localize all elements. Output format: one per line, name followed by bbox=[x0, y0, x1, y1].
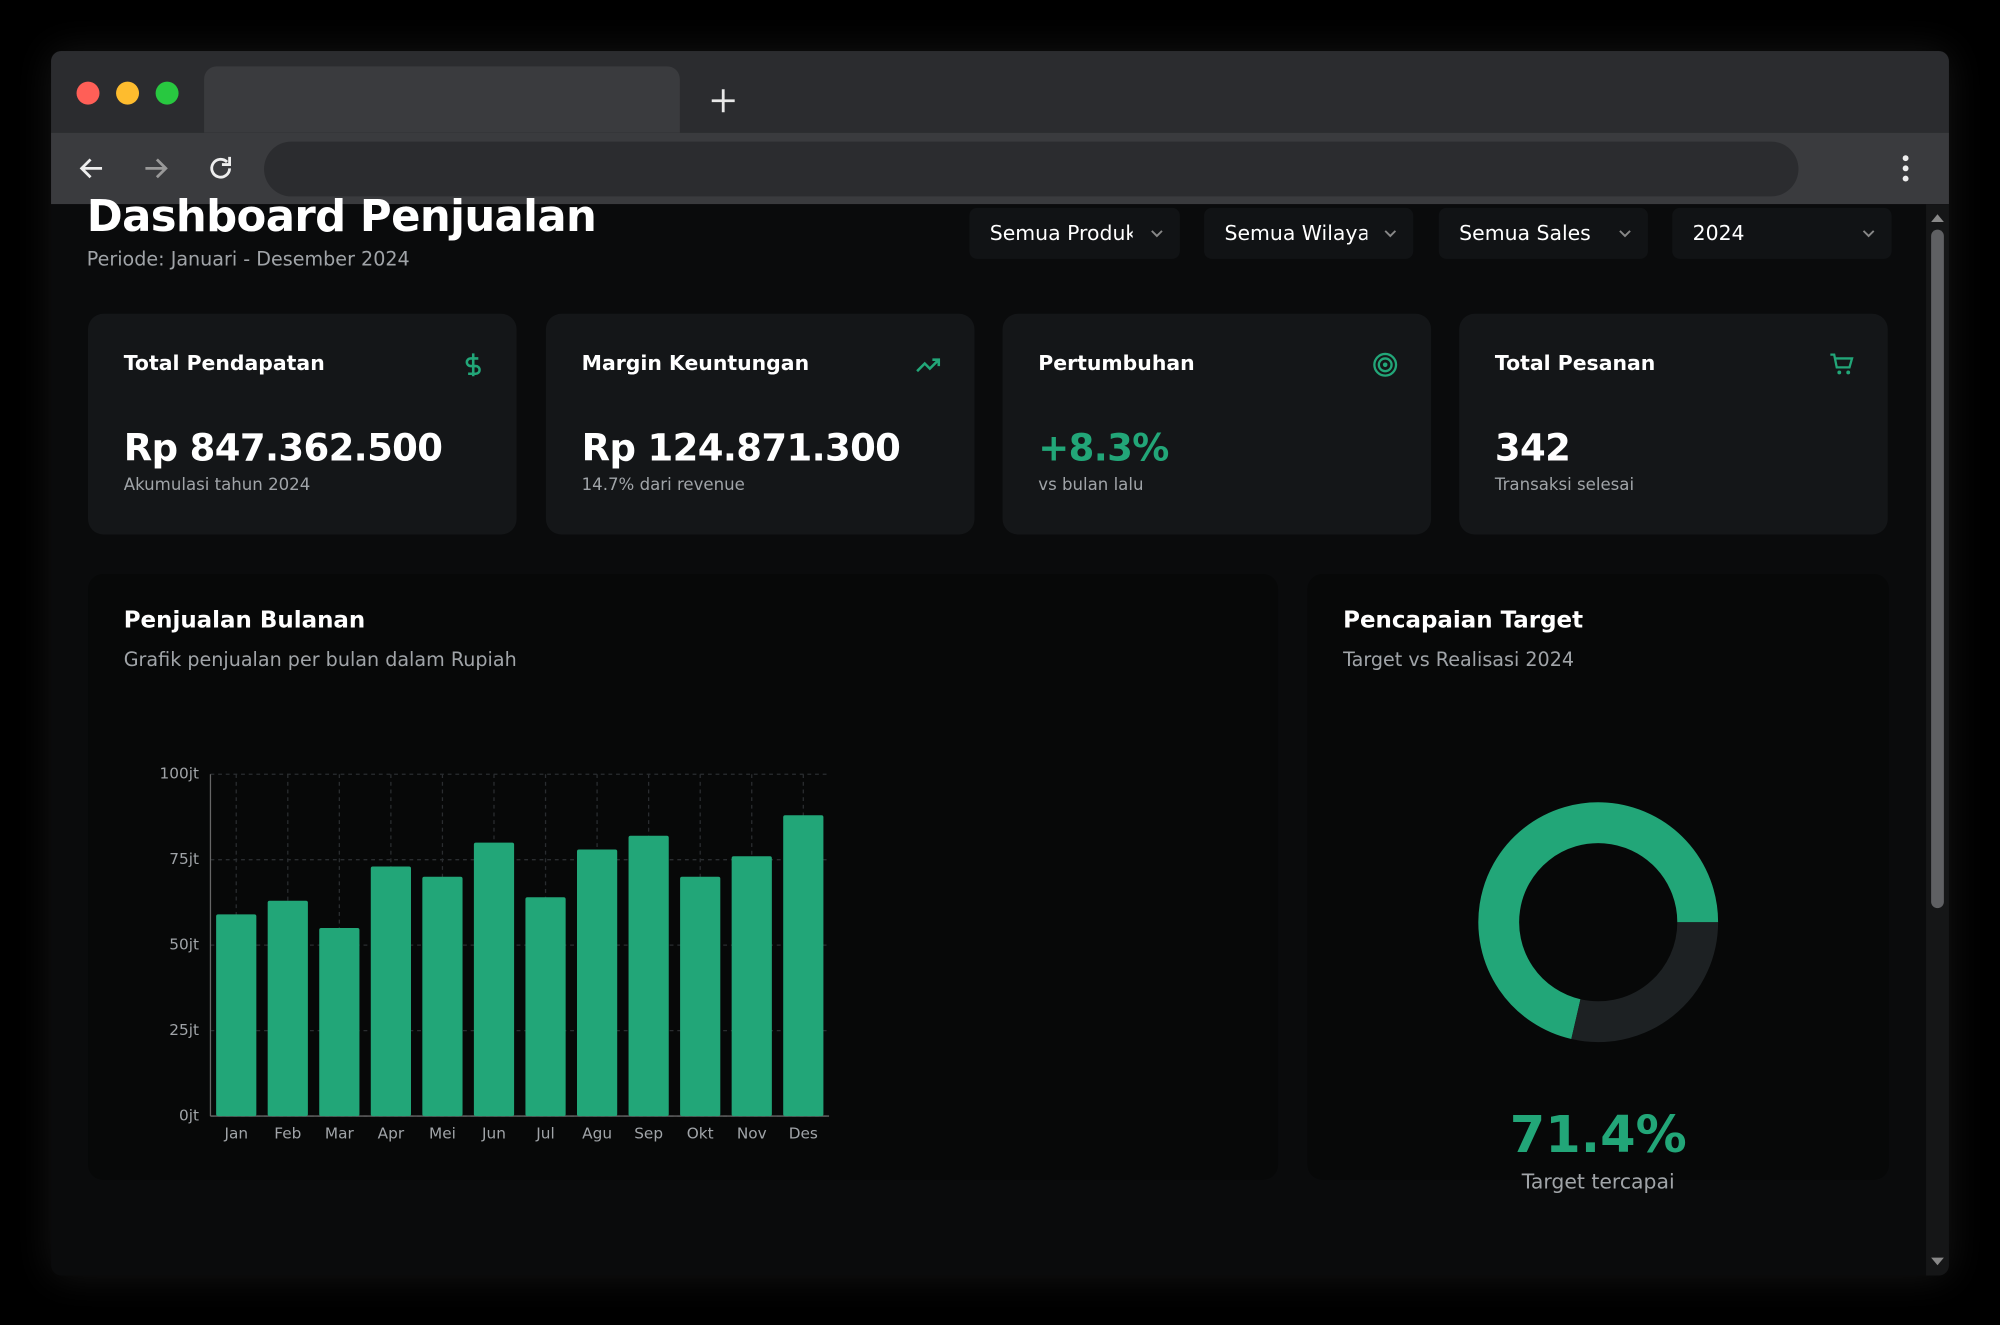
card-value: +8.3% bbox=[1038, 426, 1169, 470]
window-controls bbox=[76, 81, 179, 105]
y-tick-label: 0jt bbox=[179, 1107, 199, 1125]
filter-select[interactable]: Semua Wilayah bbox=[1204, 207, 1414, 259]
donut-value-label: 71.4% bbox=[1510, 1106, 1687, 1165]
back-button[interactable] bbox=[77, 153, 108, 184]
card-note: Transaksi selesai bbox=[1494, 475, 1635, 495]
filter-select[interactable]: 2024 bbox=[1672, 207, 1892, 259]
bar bbox=[783, 815, 824, 1117]
new-tab-button[interactable] bbox=[708, 85, 739, 116]
filter-select[interactable]: Semua Sales bbox=[1438, 207, 1648, 259]
scrollbar[interactable] bbox=[1926, 204, 1949, 1276]
chart-panel: Pencapaian Target Target vs Realisasi 20… bbox=[1307, 573, 1890, 1180]
donut-segment bbox=[1478, 802, 1719, 1040]
y-tick-label: 50jt bbox=[169, 936, 199, 954]
stat-card: Pertumbuhan +8.3% vs bulan lalu bbox=[1002, 313, 1432, 535]
x-tick-label: Jul bbox=[535, 1124, 554, 1142]
filter-select[interactable]: Semua Produk bbox=[969, 207, 1180, 259]
bar bbox=[576, 849, 618, 1117]
card-note: 14.7% dari revenue bbox=[581, 475, 745, 495]
bar bbox=[680, 876, 721, 1117]
dollar-icon bbox=[465, 353, 481, 377]
chevron bbox=[1862, 230, 1875, 238]
x-tick-label: Agu bbox=[582, 1124, 612, 1142]
filter-label: Semua Produk bbox=[989, 220, 1133, 245]
chevron bbox=[1151, 230, 1163, 238]
page-subtitle: Periode: Januari - Desember 2024 bbox=[86, 247, 410, 271]
x-tick-label: Okt bbox=[687, 1124, 714, 1142]
bar bbox=[731, 856, 772, 1117]
chevron bbox=[1619, 230, 1631, 238]
stat-card: Margin Keuntungan Rp 124.871.300 14.7% d… bbox=[545, 313, 975, 535]
card-value: 342 bbox=[1494, 426, 1571, 470]
card-label: Total Pendapatan bbox=[123, 350, 325, 375]
chart-title: Penjualan Bulanan bbox=[123, 607, 366, 634]
card-label: Pertumbuhan bbox=[1038, 350, 1195, 375]
y-tick-label: 75jt bbox=[169, 850, 199, 868]
menu-button[interactable] bbox=[1893, 153, 1919, 184]
maximize-button[interactable] bbox=[155, 81, 179, 105]
y-tick-label: 25jt bbox=[169, 1021, 199, 1039]
filter-label: Semua Wilayah bbox=[1224, 220, 1368, 245]
bar bbox=[319, 928, 360, 1117]
chart-subtitle: Grafik penjualan per bulan dalam Rupiah bbox=[123, 647, 517, 671]
filter-label: Semua Sales bbox=[1459, 220, 1591, 245]
filter-label: 2024 bbox=[1692, 220, 1745, 245]
x-tick-label: Nov bbox=[737, 1124, 767, 1142]
bar bbox=[628, 835, 669, 1117]
minimize-button[interactable] bbox=[116, 81, 140, 105]
chart-title: Pencapaian Target bbox=[1343, 607, 1584, 634]
x-tick-label: Sep bbox=[634, 1124, 663, 1142]
page-title: Dashboard Penjualan bbox=[86, 191, 597, 243]
card-value: Rp 847.362.500 bbox=[123, 426, 443, 470]
card-label: Margin Keuntungan bbox=[581, 350, 810, 375]
x-tick-label: Mei bbox=[429, 1124, 456, 1142]
card-label: Total Pesanan bbox=[1494, 350, 1656, 375]
close-button[interactable] bbox=[76, 81, 100, 105]
chart-subtitle: Target vs Realisasi 2024 bbox=[1343, 647, 1575, 671]
tab-bar bbox=[51, 51, 1949, 133]
bar bbox=[370, 866, 411, 1117]
bar bbox=[473, 842, 515, 1117]
y-tick-label: 100jt bbox=[160, 765, 199, 783]
x-tick-label: Jun bbox=[481, 1124, 506, 1142]
x-tick-label: Apr bbox=[378, 1124, 405, 1142]
donut-caption: Target tercapai bbox=[1521, 1169, 1675, 1193]
tab[interactable] bbox=[204, 66, 680, 133]
cart-icon bbox=[1830, 353, 1854, 375]
toolbar bbox=[51, 132, 1949, 205]
card-note: Akumulasi tahun 2024 bbox=[123, 475, 311, 495]
trend-icon bbox=[916, 358, 941, 373]
x-tick-label: Mar bbox=[325, 1124, 355, 1142]
stat-card: Total Pesanan 342 Transaksi selesai bbox=[1459, 313, 1888, 535]
card-value: Rp 124.871.300 bbox=[581, 426, 901, 470]
chevron bbox=[1384, 230, 1397, 238]
reload-button[interactable] bbox=[205, 153, 236, 184]
x-tick-label: Feb bbox=[274, 1124, 301, 1142]
target-icon bbox=[1373, 352, 1398, 377]
x-tick-label: Jan bbox=[223, 1124, 248, 1142]
donut-segment bbox=[1571, 921, 1719, 1043]
address-bar[interactable] bbox=[264, 141, 1799, 197]
bar bbox=[525, 897, 566, 1117]
stat-card: Total Pendapatan Rp 847.362.500 Akumulas… bbox=[88, 313, 517, 535]
card-note: vs bulan lalu bbox=[1038, 475, 1144, 495]
bar bbox=[422, 876, 463, 1117]
bar bbox=[216, 914, 257, 1117]
x-tick-label: Des bbox=[789, 1124, 818, 1142]
bar bbox=[267, 900, 308, 1117]
forward-button[interactable] bbox=[140, 153, 171, 184]
